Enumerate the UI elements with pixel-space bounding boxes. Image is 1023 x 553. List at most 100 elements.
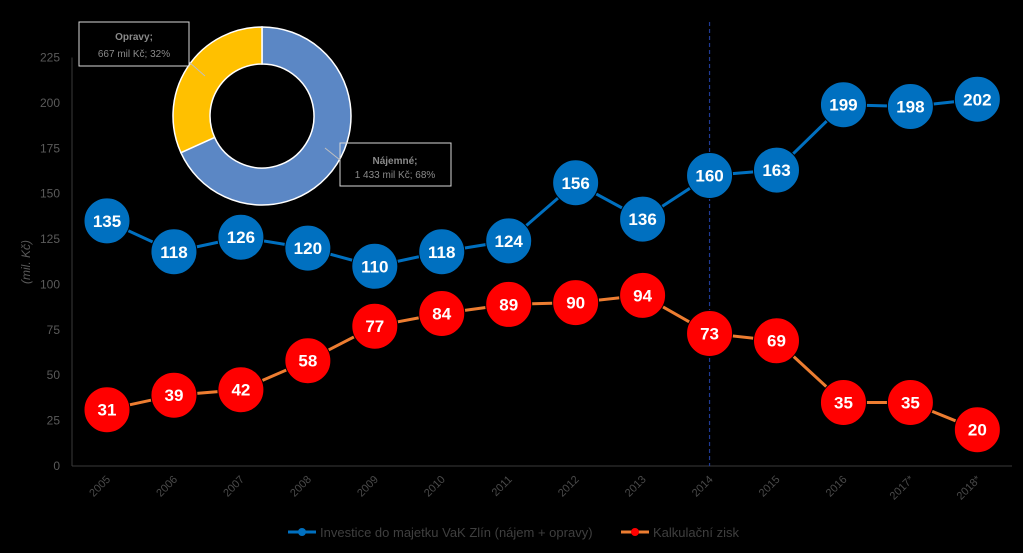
data-label: 110 bbox=[361, 257, 388, 276]
data-label: 163 bbox=[762, 161, 790, 180]
data-point-marker bbox=[686, 309, 734, 357]
x-tick-label: 2005 bbox=[87, 474, 113, 500]
x-axis-ticks: 2005 2006 2007 2008 2009 2010 2011 2012 2013 2014… bbox=[87, 473, 984, 502]
callout-opravy-leader bbox=[188, 61, 206, 77]
data-point-marker bbox=[150, 228, 198, 276]
data-point-marker bbox=[351, 302, 399, 350]
data-point: 160 bbox=[686, 152, 734, 200]
axes bbox=[71, 57, 1012, 467]
callout-najemne-leader bbox=[324, 147, 341, 161]
callout-opravy-box bbox=[78, 21, 190, 67]
legend-label: Investice do majetku VaK Zlín (nájem + o… bbox=[320, 525, 593, 540]
data-point: 124 bbox=[485, 217, 533, 265]
data-label: 118 bbox=[160, 243, 187, 262]
legend: Investice do majetku VaK Zlín (nájem + o… bbox=[288, 525, 739, 540]
data-label: 118 bbox=[428, 243, 455, 262]
data-point: 31 bbox=[83, 386, 131, 434]
data-point: 89 bbox=[485, 280, 533, 328]
legend-item: Investice do majetku VaK Zlín (nájem + o… bbox=[288, 525, 593, 540]
data-point-marker bbox=[619, 271, 667, 319]
callout-opravy: Opravy; 667 mil Kč; 32% bbox=[78, 21, 206, 77]
data-point: 110 bbox=[351, 242, 399, 290]
data-point-marker bbox=[753, 317, 800, 365]
donut-chart bbox=[172, 26, 352, 206]
x-tick-label: 2012 bbox=[556, 474, 582, 500]
data-label: 126 bbox=[227, 228, 255, 247]
data-label: 31 bbox=[98, 401, 117, 420]
data-label: 124 bbox=[495, 232, 524, 251]
data-label: 73 bbox=[700, 324, 719, 343]
callout-najemne-label: Nájemné; bbox=[372, 156, 417, 167]
data-point: 35 bbox=[819, 378, 867, 426]
y-axis-label: (mil. Kč) bbox=[19, 240, 33, 284]
data-label: 120 bbox=[294, 239, 322, 258]
data-point: 58 bbox=[284, 337, 332, 385]
x-tick-label: 2008 bbox=[288, 474, 314, 500]
data-point-marker bbox=[284, 224, 332, 272]
data-label: 156 bbox=[561, 174, 589, 193]
legend-item: Kalkulační zisk bbox=[621, 525, 739, 540]
data-point-marker bbox=[552, 159, 600, 207]
x-tick-label: 2007 bbox=[221, 474, 247, 500]
data-point: 42 bbox=[217, 366, 265, 414]
data-point-marker bbox=[485, 217, 533, 265]
data-point: 156 bbox=[552, 159, 600, 207]
data-point-marker bbox=[284, 337, 332, 385]
data-label: 199 bbox=[829, 96, 857, 115]
data-point-marker bbox=[886, 83, 934, 131]
data-point-marker bbox=[83, 386, 131, 434]
data-point-marker bbox=[886, 378, 934, 426]
data-point-marker bbox=[485, 280, 533, 328]
x-tick-label: 2013 bbox=[623, 474, 649, 500]
data-point-marker bbox=[83, 197, 131, 245]
data-point-marker bbox=[819, 378, 867, 426]
data-point-marker bbox=[819, 81, 867, 129]
callout-najemne-box bbox=[339, 142, 452, 187]
data-point-marker bbox=[619, 195, 667, 243]
data-label: 160 bbox=[695, 167, 723, 186]
data-label: 90 bbox=[566, 294, 585, 313]
data-point: 198 bbox=[886, 83, 934, 131]
y-tick-label: 75 bbox=[47, 323, 61, 337]
donut-slice-1 bbox=[172, 26, 263, 154]
data-point-marker bbox=[953, 75, 1001, 123]
data-point-marker bbox=[953, 406, 1001, 454]
donut-slice-0 bbox=[179, 26, 352, 206]
data-point: 35 bbox=[886, 378, 934, 426]
data-point-marker bbox=[686, 152, 734, 200]
y-tick-label: 125 bbox=[40, 232, 60, 246]
data-label: 89 bbox=[499, 295, 518, 314]
data-point: 202 bbox=[953, 75, 1001, 123]
callout-opravy-value: 667 mil Kč; 32% bbox=[98, 49, 170, 60]
data-point-marker bbox=[418, 289, 466, 337]
data-point: 136 bbox=[619, 195, 667, 243]
y-tick-label: 225 bbox=[40, 51, 60, 65]
y-tick-label: 100 bbox=[40, 277, 60, 291]
y-tick-label: 0 bbox=[53, 459, 60, 473]
x-tick-label: 2017* bbox=[888, 473, 917, 502]
y-tick-label: 25 bbox=[47, 414, 61, 428]
data-label: 202 bbox=[963, 90, 991, 109]
data-point: 69 bbox=[753, 317, 800, 365]
x-tick-label: 2015 bbox=[757, 474, 783, 500]
data-label: 198 bbox=[896, 98, 924, 117]
data-bubbles: 135 118 126 120 110 118 124 156 136 160 163 199 198 2… bbox=[83, 75, 1001, 454]
data-label: 42 bbox=[231, 381, 250, 400]
data-point-marker bbox=[217, 213, 265, 261]
data-label: 20 bbox=[968, 421, 987, 440]
x-tick-label: 2006 bbox=[154, 474, 180, 500]
data-label: 94 bbox=[633, 286, 652, 305]
data-point: 84 bbox=[418, 289, 466, 337]
data-point-marker bbox=[351, 242, 399, 290]
data-point: 126 bbox=[217, 213, 265, 261]
data-point-marker bbox=[418, 228, 466, 276]
legend-label: Kalkulační zisk bbox=[653, 525, 739, 540]
data-point: 73 bbox=[686, 309, 734, 357]
y-tick-label: 200 bbox=[40, 96, 60, 110]
data-point: 118 bbox=[418, 228, 466, 276]
x-tick-label: 2018* bbox=[955, 473, 984, 502]
data-label: 35 bbox=[901, 393, 920, 412]
data-point-marker bbox=[552, 279, 600, 327]
data-point: 163 bbox=[753, 146, 800, 194]
